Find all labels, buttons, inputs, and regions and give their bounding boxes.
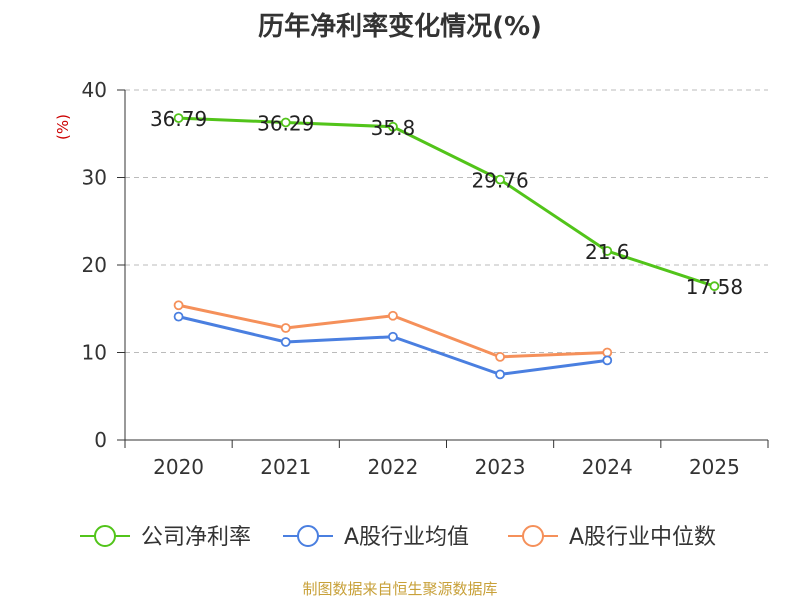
series-line-0 <box>178 116 715 288</box>
y-tick-label-40: 40 <box>82 78 107 102</box>
chart-title: 历年净利率变化情况(%) <box>258 12 542 42</box>
y-tick-label-20: 20 <box>82 253 107 277</box>
data-label-2023: 29.76 <box>471 169 528 193</box>
legend-marker-2[interactable] <box>522 525 544 547</box>
data-point-1-2021[interactable] <box>280 337 291 347</box>
legend-label-0[interactable]: 公司净利率 <box>141 525 251 550</box>
data-label-2024: 21.6 <box>585 240 630 264</box>
y-tick-label-0: 0 <box>94 428 107 452</box>
data-label-2025: 17.58 <box>686 275 743 299</box>
data-point-1-2023[interactable] <box>495 369 505 380</box>
y-tick-label-30: 30 <box>82 166 107 190</box>
data-point-0-2021[interactable] <box>280 117 291 128</box>
x-tick-label-2020: 2020 <box>153 455 204 479</box>
data-labels: 36.79 36.29 35.8 29.76 21.6 17.58 <box>150 107 743 299</box>
data-point-0-2025[interactable] <box>709 281 720 292</box>
series-group <box>173 113 720 380</box>
data-source: 制图数据来自恒生聚源数据库 <box>302 580 498 598</box>
x-tick-label-2021: 2021 <box>260 455 311 479</box>
data-label-2020: 36.79 <box>150 107 207 131</box>
data-point-1-2020[interactable] <box>173 311 184 322</box>
data-label-2021: 36.29 <box>257 111 314 135</box>
x-tick-label-2024: 2024 <box>582 455 633 479</box>
data-point-2-2022[interactable] <box>388 310 398 321</box>
axes: 0 10 20 30 40 2020 2021 2022 2023 2024 2025 (%) <box>54 78 769 479</box>
legend[interactable]: 公司净利率 A股行业均值 A股行业中位数 <box>80 525 716 550</box>
legend-marker-1[interactable] <box>297 525 319 547</box>
data-point-0-2024[interactable] <box>602 246 613 256</box>
legend-label-1[interactable]: A股行业均值 <box>344 525 469 550</box>
x-tick-label-2022: 2022 <box>367 455 418 479</box>
data-point-2-2023[interactable] <box>495 351 505 362</box>
data-point-2-2020[interactable] <box>173 300 184 311</box>
data-point-2-2024[interactable] <box>602 347 613 358</box>
x-tick-label-2025: 2025 <box>689 455 740 479</box>
data-point-0-2023[interactable] <box>495 174 505 185</box>
data-point-2-2021[interactable] <box>280 323 291 333</box>
grid-lines <box>125 89 768 353</box>
data-point-1-2022[interactable] <box>388 331 398 342</box>
data-point-1-2024[interactable] <box>602 355 613 366</box>
legend-label-2[interactable]: A股行业中位数 <box>569 525 716 550</box>
x-tick-label-2023: 2023 <box>475 455 526 479</box>
legend-marker-0[interactable] <box>94 525 116 547</box>
data-label-2022: 35.8 <box>371 116 416 140</box>
data-point-0-2020[interactable] <box>173 113 184 123</box>
data-point-0-2022[interactable] <box>388 121 398 132</box>
y-axis-unit-label: (%) <box>54 114 72 140</box>
series-line-1 <box>178 315 608 376</box>
y-tick-label-10: 10 <box>82 341 107 365</box>
